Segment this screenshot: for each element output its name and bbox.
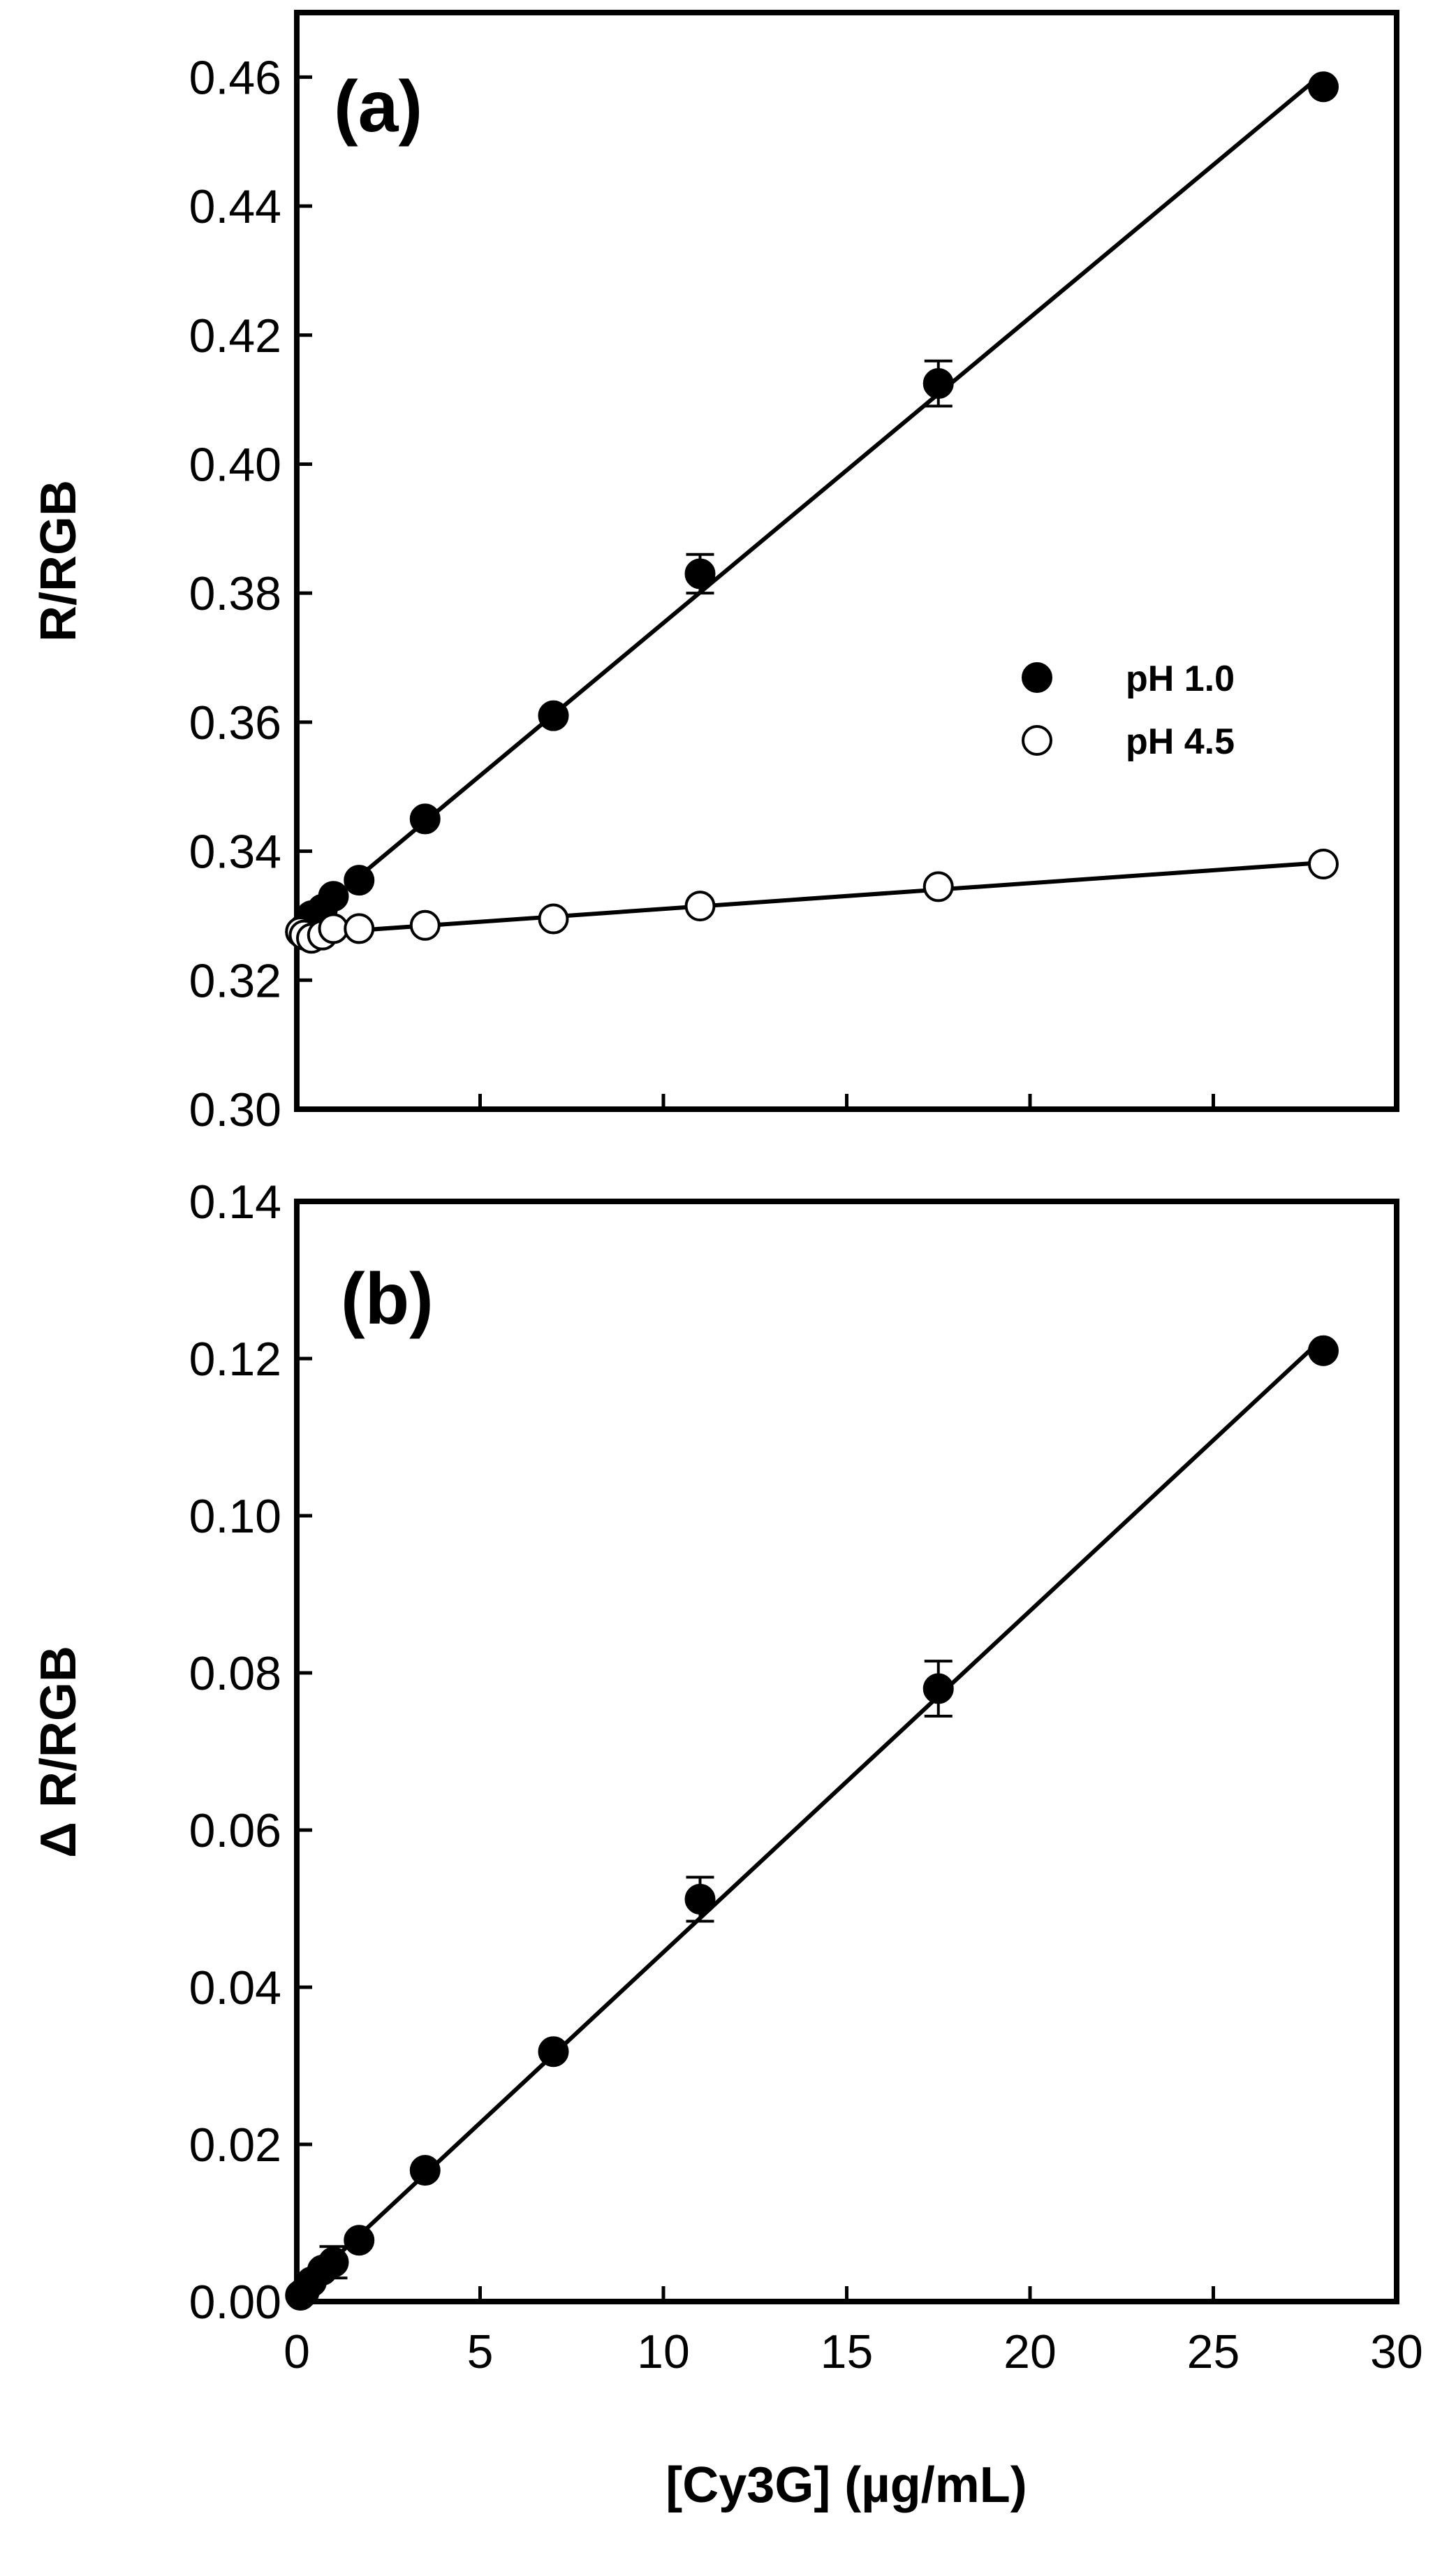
panel-b-fit-lines — [295, 1336, 1325, 2295]
panel-b-fit-line-0 — [295, 1336, 1325, 2295]
panel-a-point-ph-1-0 — [538, 700, 569, 731]
legend-label-ph-1-0: pH 1.0 — [1126, 659, 1235, 699]
panel-b-y-tick-label: 0.00 — [189, 2276, 281, 2329]
panel-b-y-tick-label: 0.12 — [189, 1333, 281, 1386]
panel-a-point-ph-4-5 — [1308, 849, 1339, 880]
x-tick-label: 30 — [1370, 2325, 1423, 2378]
panel-b-data-points — [285, 1335, 1339, 2311]
panel-b-point--r-rgb — [318, 2246, 349, 2278]
panel-b-x-ticks: 0 5 10 15 20 25 30 — [284, 2286, 1423, 2378]
panel-a-point-ph-1-0 — [318, 881, 349, 912]
panel-b: (b) Δ R/RGB 0.00 0.02 0.04 0.06 0.08 0.10 0.12… — [31, 1176, 1423, 2513]
panel-a-label: (a) — [334, 66, 422, 147]
panel-a-point-ph-4-5 — [538, 903, 569, 935]
x-tick-label: 15 — [821, 2325, 874, 2378]
panel-b-y-axis-title: Δ R/RGB — [31, 1646, 87, 1858]
panel-a-point-ph-1-0 — [1308, 71, 1339, 103]
panel-b-y-tick-label: 0.04 — [189, 1961, 281, 2014]
panel-a-fit-lines — [295, 71, 1325, 937]
panel-b-y-ticks: 0.00 0.02 0.04 0.06 0.08 0.10 0.12 0.14 — [189, 1176, 312, 2329]
panel-a-fit-line-1 — [296, 860, 1324, 937]
panel-b-point--r-rgb — [538, 2036, 569, 2068]
panel-a-y-tick-label: 0.34 — [189, 826, 281, 879]
x-axis-title: [Cy3G] (µg/mL) — [666, 2457, 1027, 2513]
panel-b-y-tick-label: 0.14 — [189, 1176, 281, 1229]
panel-a-point-ph-4-5 — [409, 909, 441, 941]
panel-a-y-tick-label: 0.32 — [189, 954, 281, 1007]
panel-a-point-ph-4-5 — [344, 913, 375, 944]
panel-a-y-tick-label: 0.40 — [189, 438, 281, 491]
x-tick-label: 10 — [637, 2325, 690, 2378]
panel-a-frame — [294, 10, 1399, 1112]
panel-b-y-tick-label: 0.06 — [189, 1804, 281, 1857]
panel-a-fit-line-0 — [295, 71, 1325, 930]
panel-a-point-ph-4-5 — [318, 913, 349, 944]
panel-a-y-tick-label: 0.42 — [189, 309, 281, 363]
panel-a-point-ph-1-0 — [344, 865, 375, 896]
panel-b-y-tick-label: 0.02 — [189, 2119, 281, 2172]
x-tick-label: 0 — [284, 2325, 310, 2378]
panel-a-y-axis-title: R/RGB — [31, 480, 87, 642]
panel-a-y-tick-label: 0.30 — [189, 1083, 281, 1136]
panel-a-data-points — [285, 71, 1339, 954]
panel-a-y-tick-label: 0.38 — [189, 567, 281, 620]
panel-a-y-tick-label: 0.44 — [189, 180, 281, 233]
panel-a-point-ph-1-0 — [684, 558, 716, 590]
panel-b-point--r-rgb — [922, 1673, 954, 1704]
panel-b-point--r-rgb — [409, 2155, 441, 2186]
panel-b-point--r-rgb — [1308, 1335, 1339, 1366]
panel-a-point-ph-1-0 — [409, 803, 441, 835]
panel-b-label: (b) — [341, 1259, 434, 1340]
panel-a-point-ph-1-0 — [922, 368, 954, 400]
panel-b-point--r-rgb — [684, 1884, 716, 1915]
panel-b-point--r-rgb — [344, 2225, 375, 2256]
legend-label-ph-4-5: pH 4.5 — [1126, 722, 1235, 762]
panel-a: (a) R/RGB 0.300.320.340.360.380.400.420.… — [31, 10, 1399, 1136]
legend-marker-ph-4-5 — [1022, 725, 1052, 756]
panel-a-x-ticks — [295, 1094, 1399, 1109]
panel-b-y-tick-label: 0.10 — [189, 1490, 281, 1543]
panel-a-point-ph-4-5 — [922, 871, 954, 902]
panel-b-frame — [294, 1199, 1399, 2304]
x-tick-label: 5 — [467, 2325, 494, 2378]
panel-b-y-tick-label: 0.08 — [189, 1647, 281, 1700]
panel-a-y-ticks: 0.30 0.32 0.34 0.36 0.38 0.40 0.42 0.44 0.46 — [189, 51, 312, 1136]
legend-marker-ph-1-0 — [1022, 662, 1052, 693]
x-tick-label: 25 — [1187, 2325, 1240, 2378]
panel-a-point-ph-4-5 — [684, 891, 716, 922]
panel-a-y-tick-label: 0.36 — [189, 696, 281, 749]
x-tick-label: 20 — [1003, 2325, 1057, 2378]
panel-a-y-tick-label: 0.46 — [189, 51, 281, 104]
legend: pH 1.0 pH 4.5 — [1022, 659, 1235, 762]
